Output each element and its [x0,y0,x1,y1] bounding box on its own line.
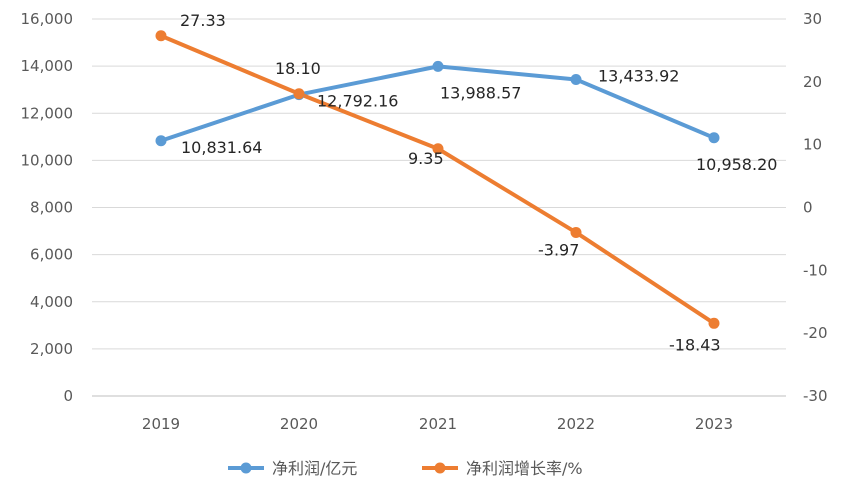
left-axis-ticks: 0 2,000 4,000 6,000 8,000 10,000 12,000 14,000 1… [21,10,74,405]
data-label: 10,831.64 [181,138,262,157]
x-tick-label: 2023 [695,415,733,433]
legend-label: 净利润增长率/% [466,459,583,478]
right-tick-label: 10 [803,136,822,154]
series-points [155,30,720,329]
data-point [155,30,167,42]
left-tick-label: 4,000 [30,293,73,311]
data-label: -18.43 [669,335,721,354]
data-label: 13,988.57 [440,83,521,102]
left-tick-label: 16,000 [21,10,74,28]
legend: 净利润/亿元 净利润增长率/% [228,459,583,478]
data-label: 13,433.92 [598,66,679,85]
right-tick-label: 30 [803,10,822,28]
data-label: 10,958.20 [696,155,777,174]
x-tick-label: 2019 [142,415,180,433]
data-point [708,317,720,329]
legend-marker [240,462,252,474]
data-label: 12,792.16 [317,92,398,111]
right-tick-label: -10 [803,261,828,279]
right-tick-label: 0 [803,199,813,217]
data-label: 18.10 [275,59,321,78]
right-tick-label: -20 [803,324,828,342]
data-label: 9.35 [408,149,444,168]
right-tick-label: 20 [803,73,822,91]
left-tick-label: 14,000 [21,57,74,75]
legend-label: 净利润/亿元 [272,459,357,478]
x-tick-label: 2020 [280,415,318,433]
right-axis-ticks: -30 -20 -10 0 10 20 30 [803,10,828,405]
left-tick-label: 12,000 [21,104,74,122]
legend-marker [434,462,446,474]
data-point [432,143,444,155]
data-point [570,73,582,85]
gridlines [92,18,786,397]
data-point [570,226,582,238]
data-label: -3.97 [538,240,579,259]
data-labels: 10,831.64 12,792.16 13,988.57 13,433.92 10,9… [180,11,777,355]
data-point [432,60,444,72]
left-tick-label: 0 [63,387,73,405]
right-tick-label: -30 [803,387,828,405]
x-tick-label: 2022 [557,415,595,433]
left-tick-label: 10,000 [21,151,74,169]
data-point [155,135,167,147]
x-axis-ticks: 2019 2020 2021 2022 2023 [142,415,733,433]
left-tick-label: 6,000 [30,246,73,264]
data-label: 27.33 [180,11,226,30]
x-tick-label: 2021 [419,415,457,433]
left-tick-label: 8,000 [30,199,73,217]
left-tick-label: 2,000 [30,340,73,358]
data-point [293,88,305,100]
data-point [708,132,720,144]
